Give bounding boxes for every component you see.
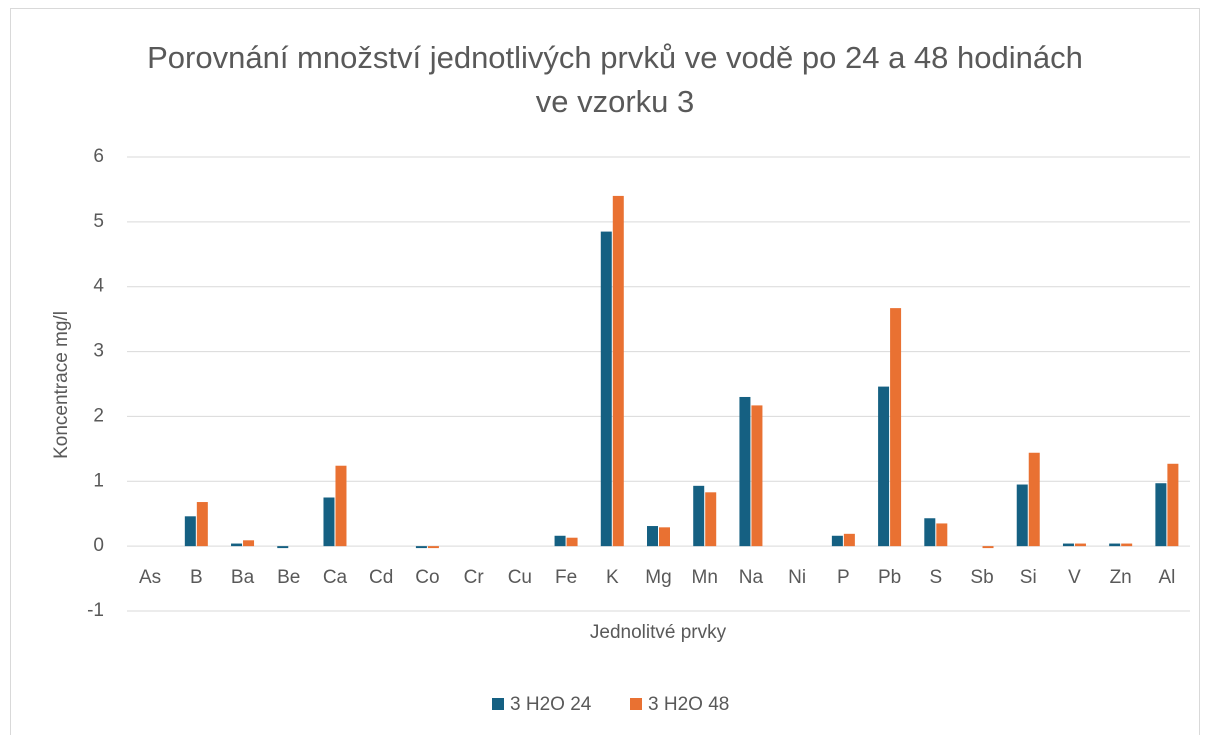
bar	[1155, 483, 1167, 547]
x-tick-label: Zn	[1110, 567, 1132, 588]
x-tick-label: K	[606, 567, 619, 588]
bar	[196, 502, 208, 547]
x-tick-label: Co	[415, 567, 439, 588]
x-tick-label: Fe	[555, 567, 577, 588]
bar	[831, 535, 843, 547]
x-tick-label: Ni	[788, 567, 806, 588]
y-tick-label: 5	[93, 211, 104, 232]
bar	[566, 537, 578, 547]
bar	[323, 497, 335, 547]
bar	[1028, 452, 1040, 547]
x-tick-label: As	[139, 567, 161, 588]
bar	[982, 546, 994, 549]
chart-frame	[10, 8, 1200, 735]
bar	[1109, 543, 1121, 547]
x-tick-label: Sb	[970, 567, 993, 588]
legend-label: 3 H2O 48	[648, 694, 729, 715]
y-tick-label: 1	[93, 470, 104, 491]
bar	[878, 386, 890, 547]
legend-swatch	[630, 698, 642, 710]
x-tick-label: Cd	[369, 567, 393, 588]
x-tick-label: Cu	[508, 567, 532, 588]
x-tick-label: Ba	[231, 567, 255, 588]
legend-label: 3 H2O 24	[510, 694, 592, 715]
x-tick-label: Ca	[323, 567, 348, 588]
x-tick-label: Mg	[645, 567, 671, 588]
bar	[427, 546, 439, 549]
bar	[1062, 543, 1074, 547]
y-tick-label: 6	[93, 146, 104, 167]
y-tick-label: -1	[87, 600, 104, 621]
bar	[1074, 543, 1086, 547]
chart-title: Porovnání množství jednotlivých prvků ve…	[147, 40, 1083, 119]
y-tick-label: 3	[93, 341, 104, 362]
legend-swatch	[492, 698, 504, 710]
x-tick-label: Si	[1020, 567, 1037, 588]
bar	[1016, 484, 1028, 547]
bar	[843, 533, 855, 547]
bar	[936, 523, 948, 547]
bar	[647, 526, 658, 547]
x-axis-label: Jednolitvé prvky	[590, 622, 727, 643]
bar	[415, 546, 427, 549]
x-tick-label: B	[190, 567, 203, 588]
bar	[890, 308, 902, 547]
y-tick-label: 4	[93, 276, 104, 297]
bar	[231, 543, 243, 547]
bar	[739, 396, 751, 547]
x-tick-label: S	[929, 567, 942, 588]
x-tick-label: Cr	[464, 567, 485, 588]
y-tick-label: 0	[93, 535, 104, 556]
bar	[1121, 543, 1133, 547]
bar	[693, 485, 705, 547]
x-tick-label: Pb	[878, 567, 901, 588]
bar	[277, 546, 289, 549]
y-axis-label: Koncentrace mg/l	[51, 311, 72, 459]
bar	[554, 535, 566, 547]
y-tick-label: 2	[93, 405, 104, 426]
bar	[705, 492, 717, 547]
bar	[184, 516, 196, 547]
bar	[600, 231, 612, 547]
x-tick-label: Be	[277, 567, 300, 588]
x-tick-label: Mn	[692, 567, 718, 588]
bar	[243, 540, 255, 547]
x-tick-label: P	[837, 567, 850, 588]
x-tick-label: Al	[1158, 567, 1175, 588]
bar	[612, 195, 624, 547]
bar	[751, 405, 763, 547]
x-tick-label: Na	[739, 567, 764, 588]
x-tick-label: V	[1068, 567, 1081, 588]
bar	[924, 518, 936, 547]
bar	[659, 527, 670, 547]
bar	[1167, 463, 1179, 547]
bar	[335, 465, 347, 547]
